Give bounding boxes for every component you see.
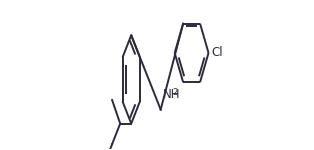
Text: 2: 2 <box>172 88 177 97</box>
Text: Cl: Cl <box>211 46 223 59</box>
Text: NH: NH <box>163 88 180 101</box>
